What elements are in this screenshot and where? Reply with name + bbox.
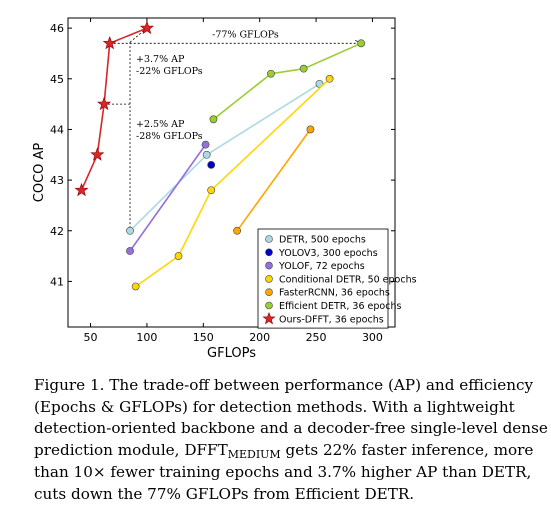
series-1	[207, 161, 216, 169]
data-point	[126, 247, 134, 255]
annotation-77-gflops: -77% GFLOPs	[212, 29, 279, 40]
legend-box	[257, 228, 389, 329]
caption-subscript-medium: MEDIUM	[227, 447, 281, 461]
y-tick-label: 44	[50, 123, 64, 136]
series-2	[126, 140, 210, 255]
legend-entry: FasterRCNN, 36 epochs	[279, 288, 390, 299]
series-5	[209, 39, 366, 124]
caption-line-4-a: prediction module, DFFT	[34, 440, 228, 459]
data-point	[306, 125, 315, 134]
x-tick-label: 50	[84, 331, 98, 344]
series-6	[74, 20, 154, 197]
legend-marker	[265, 235, 273, 243]
annotation-37-ap: +3.7% AP	[136, 54, 185, 65]
annotation-28-gflops: -28% GFLOPs	[136, 131, 203, 142]
caption-line-2: (Epochs & GFLOPs) for detection methods.…	[34, 397, 515, 416]
legend-entry: YOLOV3, 300 epochs	[278, 248, 378, 259]
caption-line-3: detection-oriented backbone and a decode…	[34, 419, 548, 438]
series-line	[129, 144, 207, 252]
x-tick-label: 100	[136, 331, 157, 344]
data-point	[209, 115, 218, 124]
legend-entry: YOLOF, 72 epochs	[278, 261, 365, 272]
series-4	[233, 125, 315, 235]
x-tick-label: 250	[306, 331, 327, 344]
x-tick-label: 200	[249, 331, 270, 344]
data-point	[207, 186, 216, 195]
legend-entry: Efficient DETR, 36 epochs	[279, 301, 401, 312]
series-line	[80, 27, 148, 191]
data-point-star	[139, 20, 154, 35]
legend-marker	[265, 248, 273, 257]
caption-line-4-b: gets 22% faster inference, more	[280, 440, 534, 459]
caption-line-6: cuts down the 77% GFLOPs from Efficient …	[34, 484, 415, 503]
series-line	[213, 42, 362, 120]
legend-marker	[265, 288, 273, 297]
x-tick-label: 150	[193, 331, 214, 344]
legend-entry: Ours-DFFT, 36 epochs	[279, 314, 384, 325]
data-point	[357, 39, 366, 48]
y-tick-label: 46	[50, 22, 64, 35]
series-line	[135, 78, 331, 288]
data-point	[267, 69, 275, 78]
data-point	[174, 252, 183, 260]
data-point	[233, 226, 242, 235]
data-point	[201, 140, 210, 149]
y-tick-label: 43	[50, 174, 64, 187]
data-point-star	[97, 96, 112, 111]
data-point	[131, 282, 140, 291]
caption-line-1: Figure 1. The trade-off between performa…	[34, 376, 534, 394]
figure-caption: Figure 1. The trade-off between performa…	[34, 375, 548, 506]
data-point	[202, 150, 211, 159]
data-point-star	[74, 182, 89, 197]
legend-entry: DETR, 500 epochs	[279, 235, 366, 246]
plot-frame	[67, 17, 396, 328]
x-tick-label: 300	[362, 331, 383, 344]
caption-line-5: than 10× fewer training epochs and 3.7% …	[34, 463, 532, 482]
legend-marker-star	[262, 311, 276, 325]
data-point	[325, 74, 334, 83]
y-axis-label: COCO AP	[32, 143, 47, 203]
legend-marker	[265, 275, 273, 283]
y-tick-label: 42	[50, 225, 64, 238]
caption-line-4: prediction module, DFFTMEDIUM gets 22% f…	[34, 440, 533, 463]
data-point	[207, 161, 216, 169]
plot-area: 50 100 150 200 250 300 41 42 43 44 45 46 GFLOPs COCO …	[32, 17, 417, 361]
legend-marker	[265, 301, 273, 310]
x-axis-label: GFLOPs	[207, 346, 256, 361]
series-0	[126, 79, 324, 235]
series-line	[236, 128, 312, 232]
annotation-22-gflops: -22% GFLOPs	[136, 66, 203, 77]
data-point	[299, 64, 308, 73]
annotation-25-ap: +2.5% AP	[136, 119, 185, 130]
y-tick-label: 45	[50, 73, 64, 86]
legend-marker	[265, 261, 273, 270]
legend-entry: Conditional DETR, 50 epochs	[279, 274, 417, 285]
series-3	[131, 74, 334, 291]
data-point	[126, 226, 134, 235]
data-point-star	[102, 35, 117, 50]
data-point-star	[90, 147, 105, 161]
y-tick-label: 41	[50, 275, 64, 288]
